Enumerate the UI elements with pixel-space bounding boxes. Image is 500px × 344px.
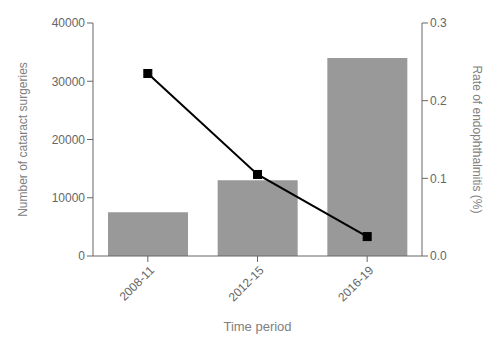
svg-text:10000: 10000 bbox=[52, 191, 86, 205]
svg-text:0.1: 0.1 bbox=[430, 172, 447, 186]
svg-text:2016-19: 2016-19 bbox=[335, 263, 376, 304]
svg-text:40000: 40000 bbox=[52, 16, 86, 30]
svg-text:0.0: 0.0 bbox=[430, 249, 447, 263]
svg-text:0.2: 0.2 bbox=[430, 94, 447, 108]
svg-text:2008-11: 2008-11 bbox=[117, 263, 158, 304]
svg-text:0.3: 0.3 bbox=[430, 16, 447, 30]
svg-text:Time period: Time period bbox=[223, 319, 291, 334]
svg-text:20000: 20000 bbox=[52, 133, 86, 147]
svg-text:0: 0 bbox=[78, 249, 85, 263]
svg-text:2012-15: 2012-15 bbox=[226, 263, 267, 304]
svg-text:Number of cataract surgeries: Number of cataract surgeries bbox=[16, 62, 30, 217]
svg-text:30000: 30000 bbox=[52, 75, 86, 89]
svg-text:Rate of endophthalmitis (%): Rate of endophthalmitis (%) bbox=[470, 65, 484, 213]
